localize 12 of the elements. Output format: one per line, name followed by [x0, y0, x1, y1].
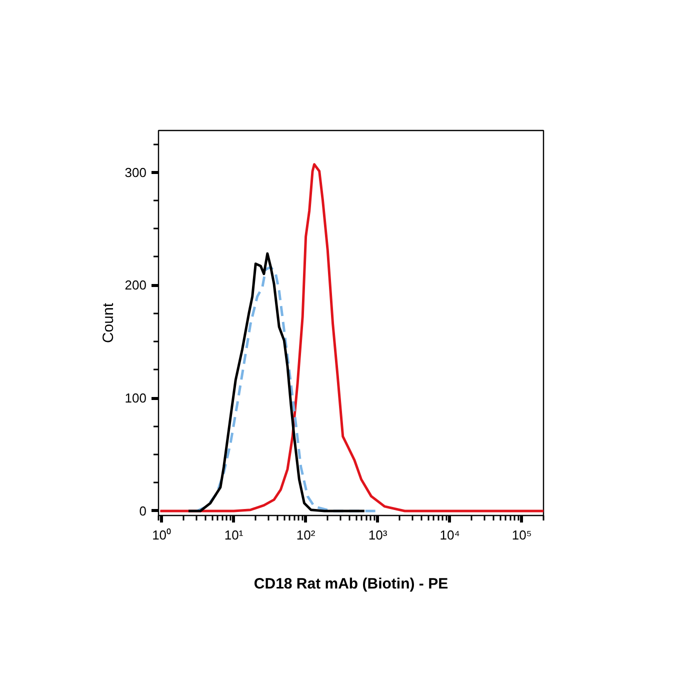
y-tick-label: 300 [124, 164, 147, 180]
x-tick-label: 10⁰ [152, 528, 172, 542]
x-axis-title: CD18 Rat mAb (Biotin) - PE [254, 576, 448, 592]
x-tick-label: 10³ [368, 528, 388, 542]
x-tick-label: 10¹ [224, 528, 244, 542]
y-tick-label: 100 [124, 390, 147, 406]
x-tick-label: 10⁴ [440, 528, 460, 542]
x-tick-label: 10² [296, 528, 316, 542]
y-tick-label: 0 [139, 503, 147, 518]
y-axis-title: Count [100, 302, 117, 344]
x-tick-label: 10⁵ [512, 528, 532, 542]
y-tick-label: 200 [124, 278, 147, 293]
